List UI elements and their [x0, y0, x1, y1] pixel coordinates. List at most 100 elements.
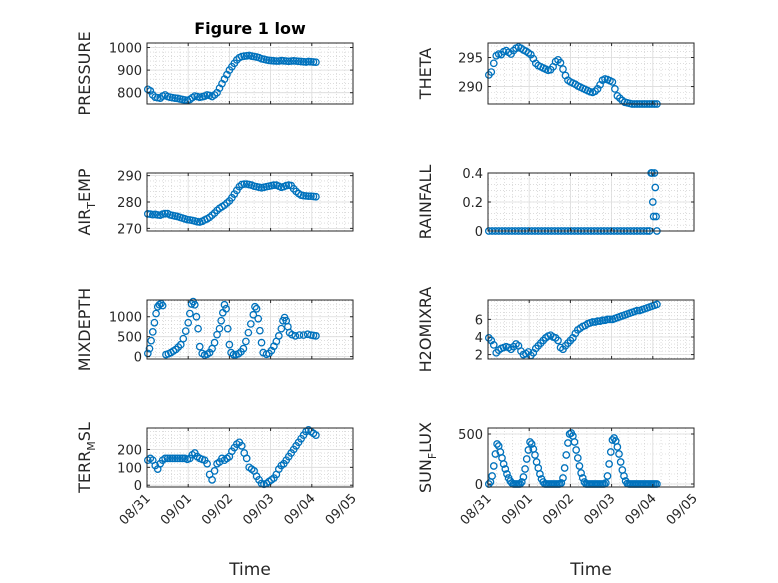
data-point — [572, 446, 581, 454]
y-tick-label: 500 — [458, 428, 483, 443]
x-tick-label: 09/04 — [623, 491, 660, 528]
data-point — [171, 94, 179, 102]
data-point — [225, 340, 234, 349]
data-point — [521, 465, 529, 473]
data-point — [593, 317, 602, 325]
data-point — [606, 315, 614, 324]
y-tick-label: 0 — [475, 225, 483, 240]
data-point — [203, 459, 212, 468]
x-tick-label: 09/01 — [158, 491, 195, 528]
data-point — [252, 304, 261, 313]
data-point — [652, 212, 660, 221]
data-point — [570, 438, 579, 446]
data-point — [616, 458, 625, 466]
data-point — [295, 331, 304, 339]
axes-box — [487, 42, 695, 105]
data-point — [289, 56, 298, 65]
data-point — [166, 454, 174, 463]
data-point — [181, 327, 190, 335]
data-point — [307, 57, 315, 66]
series-markers — [484, 429, 661, 488]
data-point — [304, 192, 313, 201]
data-point — [145, 344, 154, 353]
y-axis-label: H2OMIXRA — [416, 287, 435, 373]
series-markers — [484, 300, 661, 360]
axes-box — [146, 299, 354, 360]
y-tick-label: 0.2 — [462, 196, 483, 211]
x-axis-label: Time — [569, 560, 612, 580]
data-point — [205, 348, 214, 357]
x-axis-label: Time — [228, 560, 271, 580]
grid — [146, 42, 354, 104]
data-point — [503, 470, 511, 478]
data-point — [304, 57, 313, 66]
data-point — [161, 454, 169, 463]
y-tick-label: 295 — [458, 52, 483, 67]
data-point — [651, 183, 660, 192]
data-point — [573, 454, 582, 462]
data-point — [265, 56, 273, 65]
data-point — [244, 328, 253, 337]
y-tick-label: 280 — [117, 196, 142, 211]
data-point — [240, 52, 249, 60]
data-point — [588, 318, 597, 326]
x-tick-label: 09/02 — [199, 491, 236, 528]
y-tick-label: 0 — [134, 479, 142, 494]
data-point — [284, 57, 293, 66]
y-axis-label: RAINFALL — [416, 165, 435, 240]
y-tick-label: 0 — [134, 351, 142, 366]
data-point — [195, 342, 204, 351]
x-tick-label: 09/02 — [540, 491, 577, 528]
data-point — [277, 324, 286, 333]
series-markers — [143, 297, 320, 359]
data-point — [194, 324, 202, 333]
data-point — [192, 312, 201, 321]
data-point — [312, 192, 320, 201]
y-tick-label: 290 — [117, 170, 142, 185]
data-point — [220, 300, 229, 309]
data-point — [309, 58, 318, 66]
data-point — [312, 58, 320, 67]
y-tick-label: 6 — [475, 313, 483, 328]
data-point — [270, 181, 278, 189]
y-axis-label: THETA — [416, 48, 435, 100]
data-point — [577, 469, 585, 477]
data-point — [560, 464, 569, 472]
axes-box — [487, 299, 695, 360]
series-markers — [143, 180, 320, 226]
data-point — [190, 300, 199, 309]
data-point — [277, 56, 286, 65]
series-markers — [143, 51, 320, 105]
y-tick-label: 100 — [117, 461, 142, 476]
data-point — [274, 332, 283, 340]
data-point — [147, 336, 155, 345]
data-point — [179, 334, 188, 343]
data-point — [176, 454, 184, 463]
data-point — [489, 59, 498, 68]
data-point — [527, 440, 536, 448]
data-point — [557, 479, 566, 487]
data-point — [256, 326, 264, 335]
data-point — [184, 318, 193, 327]
data-point — [603, 472, 612, 480]
data-point — [611, 85, 619, 93]
y-tick-label: 0.4 — [462, 167, 483, 182]
data-point — [608, 436, 617, 444]
data-point — [237, 442, 246, 450]
data-point — [488, 472, 496, 480]
y-tick-label: 290 — [458, 81, 483, 96]
data-point — [249, 310, 258, 319]
data-point — [222, 304, 230, 313]
x-tick-label: 08/31 — [458, 491, 495, 528]
y-tick-label: 4 — [475, 331, 483, 346]
data-point — [217, 316, 226, 325]
data-point — [501, 465, 510, 473]
y-tick-label: 500 — [117, 331, 142, 346]
y-tick-label: 0 — [475, 478, 483, 493]
y-axis-label: MIXDEPTH — [75, 288, 94, 371]
data-point — [267, 56, 276, 65]
data-point — [240, 180, 249, 188]
data-point — [257, 338, 266, 347]
data-point — [297, 57, 305, 66]
data-point — [291, 332, 300, 340]
